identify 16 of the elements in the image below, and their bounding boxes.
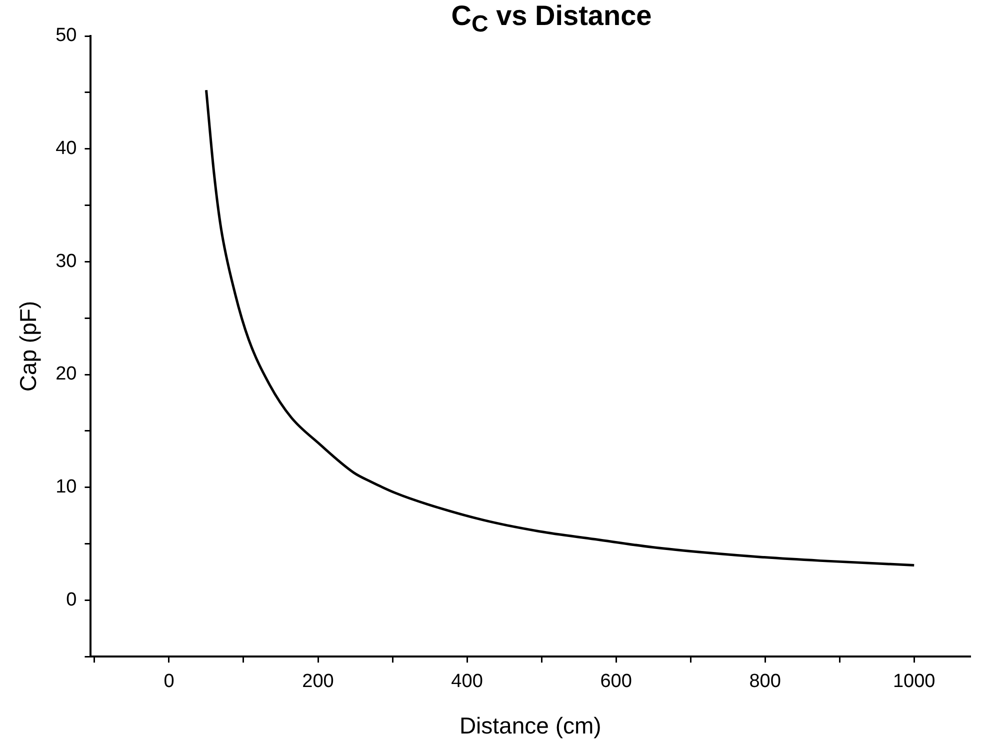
x-tick-label: 0: [164, 671, 174, 692]
y-tick-label: 10: [56, 476, 77, 498]
y-tick-label: 30: [56, 250, 77, 272]
y-tick-label: 50: [56, 25, 77, 46]
y-tick-label: 40: [56, 138, 77, 160]
x-tick-label: 200: [302, 671, 334, 692]
x-tick-label: 1000: [892, 671, 936, 692]
y-tick-label: 20: [56, 364, 77, 385]
x-axis-title: Distance (cm): [459, 712, 602, 739]
x-tick-label: 800: [749, 671, 781, 692]
chart-title: C$_{C}$ vs Distance: [450, 0, 653, 39]
y-tick-label: 0: [66, 589, 77, 610]
y-axis-title: Cap (pF): [15, 300, 42, 392]
line-series: [204, 88, 916, 566]
x-tick-label: 600: [600, 671, 632, 692]
x-tick-label: 400: [451, 671, 483, 692]
